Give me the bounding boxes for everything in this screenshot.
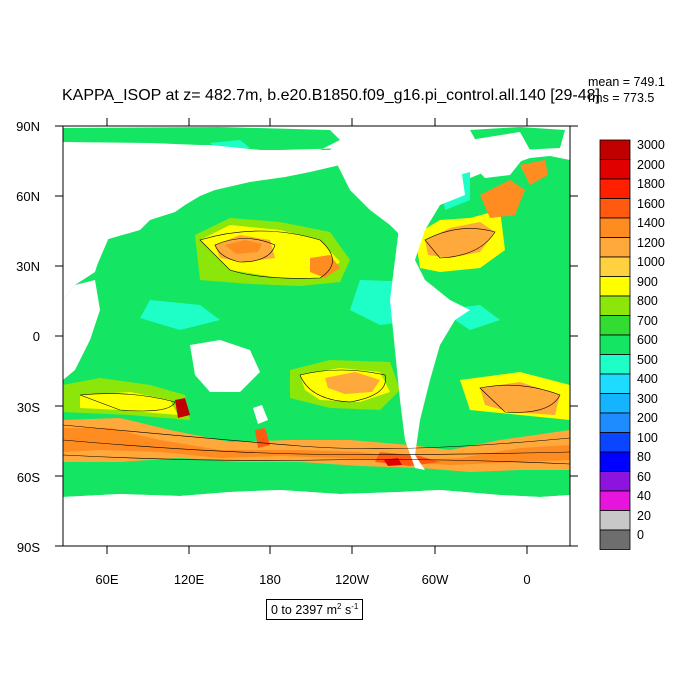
colorbar-label: 600 (637, 333, 658, 347)
colorbar-box (599, 139, 631, 160)
greenland-land (468, 132, 530, 178)
australia-land (190, 340, 260, 392)
colorbar-label: 900 (637, 274, 658, 289)
colorbar-label: 20 (637, 508, 651, 523)
colorbar-label: 100 (637, 430, 658, 445)
contour-lines (63, 228, 570, 465)
colorbar-label: 3000 (637, 138, 665, 152)
axis-ticks (55, 118, 578, 554)
y-tick-label: 30S (16, 400, 40, 415)
colorbar-box (599, 490, 631, 511)
y-tick-label: 60S (16, 470, 40, 485)
colorbar-label: 400 (637, 372, 658, 386)
colorbar-box (599, 159, 631, 180)
colorbar-label: 800 (637, 294, 658, 308)
antarctica-land (63, 490, 570, 546)
ocean-field (63, 126, 570, 546)
colorbar-box (599, 237, 631, 258)
colorbar-label: 40 (637, 489, 651, 503)
y-tick-label: 90N (16, 119, 40, 134)
colorbar-label: 1000 (637, 255, 665, 269)
colorbar-box (599, 315, 631, 336)
colorbar-box (599, 178, 631, 199)
arctic-ocean (63, 127, 340, 150)
north-america-land (330, 140, 430, 235)
colorbar-label: 1400 (637, 216, 665, 230)
colorbar-box (599, 198, 631, 219)
colorbar-label: 80 (637, 450, 651, 464)
mean-stat: mean = 749.1 (588, 75, 665, 89)
colorbar-box (599, 471, 631, 492)
x-tick-label: 60E (95, 572, 119, 587)
colorbar-box (599, 451, 631, 472)
y-tick-label: 60N (16, 189, 40, 204)
colorbar-box (599, 529, 631, 550)
x-tick-label: 0 (523, 572, 531, 587)
colorbar-box (599, 295, 631, 316)
y-tick-label: 30N (16, 259, 40, 274)
y-tick-label: 0 (32, 329, 40, 344)
x-tick-label: 120E (173, 572, 205, 587)
colorbar-label: 0 (637, 528, 644, 542)
colorbar-label: 300 (637, 391, 658, 406)
colorbar-box (599, 373, 631, 394)
colorbar-label: 2000 (637, 157, 665, 172)
colorbar-box (599, 432, 631, 453)
colorbar-label: 200 (637, 411, 658, 425)
colorbar-label: 500 (637, 352, 658, 367)
colorbar-box (599, 217, 631, 238)
map-title: KAPPA_ISOP at z= 482.7m, b.e20.B1850.f09… (62, 87, 600, 104)
colorbar-label: 1600 (637, 196, 665, 211)
asia-land (63, 130, 470, 280)
x-tick-label: 180 (259, 572, 281, 587)
x-tick-label: 120W (335, 572, 369, 587)
southern-ocean-band (63, 418, 570, 472)
americas-land (390, 150, 470, 470)
colorbar-box (599, 334, 631, 355)
colorbar-label: 60 (637, 469, 651, 484)
colorbar-label: 1800 (637, 177, 665, 191)
colorbar-box (599, 393, 631, 414)
rms-stat: rms = 773.5 (588, 91, 655, 105)
colorbar-box (599, 412, 631, 433)
value-range-box: 0 to 2397 m2 s-1 (266, 599, 364, 621)
colorbar-box (599, 276, 631, 297)
colorbar-label: 700 (637, 313, 658, 328)
y-tick-label: 90S (16, 540, 40, 555)
x-tick-label: 60W (421, 572, 449, 587)
colorbar-box (599, 354, 631, 375)
colorbar-label: 1200 (637, 235, 665, 250)
colorbar-box (599, 510, 631, 531)
africa-land (63, 280, 100, 380)
colorbar-box (599, 256, 631, 277)
colorbar (599, 139, 631, 550)
